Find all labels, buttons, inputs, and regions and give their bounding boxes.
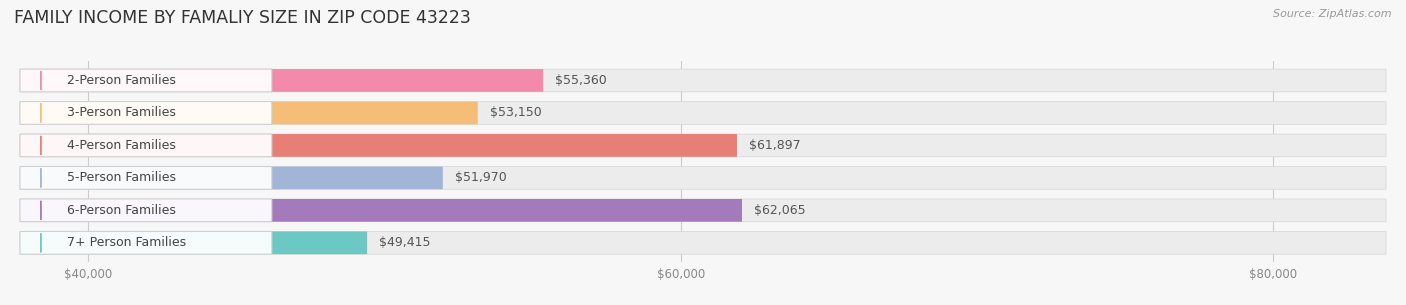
FancyBboxPatch shape — [20, 102, 271, 124]
FancyBboxPatch shape — [20, 199, 271, 222]
FancyBboxPatch shape — [20, 69, 1386, 92]
Text: 2-Person Families: 2-Person Families — [67, 74, 176, 87]
Text: $49,415: $49,415 — [380, 236, 430, 249]
Text: FAMILY INCOME BY FAMALIY SIZE IN ZIP CODE 43223: FAMILY INCOME BY FAMALIY SIZE IN ZIP COD… — [14, 9, 471, 27]
FancyBboxPatch shape — [20, 231, 1386, 254]
Text: 5-Person Families: 5-Person Families — [67, 171, 176, 185]
Text: $51,970: $51,970 — [454, 171, 506, 185]
Text: 4-Person Families: 4-Person Families — [67, 139, 176, 152]
FancyBboxPatch shape — [20, 134, 1386, 157]
FancyBboxPatch shape — [20, 167, 443, 189]
Text: 6-Person Families: 6-Person Families — [67, 204, 176, 217]
FancyBboxPatch shape — [20, 167, 271, 189]
FancyBboxPatch shape — [20, 134, 271, 157]
FancyBboxPatch shape — [20, 199, 742, 222]
Text: Source: ZipAtlas.com: Source: ZipAtlas.com — [1274, 9, 1392, 19]
Text: $55,360: $55,360 — [555, 74, 607, 87]
FancyBboxPatch shape — [20, 199, 1386, 222]
FancyBboxPatch shape — [20, 102, 478, 124]
Text: $53,150: $53,150 — [489, 106, 541, 120]
Text: $61,897: $61,897 — [749, 139, 800, 152]
FancyBboxPatch shape — [20, 102, 1386, 124]
FancyBboxPatch shape — [20, 69, 543, 92]
Text: 3-Person Families: 3-Person Families — [67, 106, 176, 120]
FancyBboxPatch shape — [20, 231, 271, 254]
FancyBboxPatch shape — [20, 134, 737, 157]
FancyBboxPatch shape — [20, 167, 1386, 189]
Text: 7+ Person Families: 7+ Person Families — [67, 236, 187, 249]
FancyBboxPatch shape — [20, 231, 367, 254]
Text: $62,065: $62,065 — [754, 204, 806, 217]
FancyBboxPatch shape — [20, 69, 271, 92]
